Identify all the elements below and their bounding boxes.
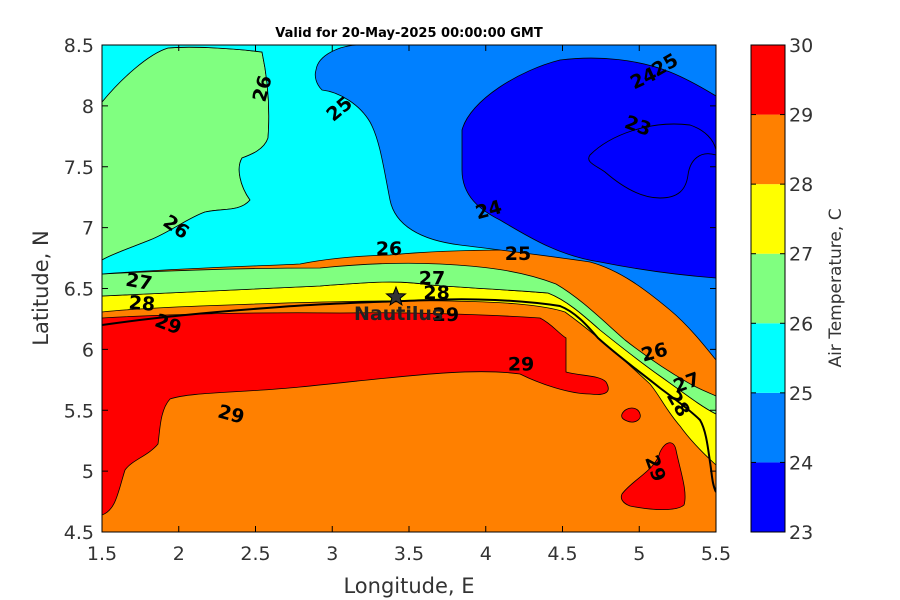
y-tick-label: 8	[82, 96, 94, 118]
chart-title: Valid for 20-May-2025 00:00:00 GMT	[275, 26, 543, 41]
x-tick-label: 2.5	[240, 543, 270, 565]
band-26-27	[102, 262, 716, 415]
contour-label: 28	[423, 282, 449, 304]
x-tick-label: 1.5	[87, 543, 117, 565]
y-tick-label: 7.5	[64, 157, 94, 179]
colorbar-tick-label: 26	[789, 313, 813, 335]
x-axis-label: Longitude, E	[343, 574, 474, 598]
station-labels: Nautilus	[354, 303, 443, 325]
contour-label: 25	[505, 243, 531, 265]
colorbar-level-28	[751, 114, 785, 185]
band-29-30-patch	[620, 442, 686, 511]
band-23-24	[461, 57, 716, 279]
colorbar-tick-label: 29	[789, 105, 813, 127]
contour-label: 28	[128, 292, 156, 316]
contour-label: 27	[419, 267, 445, 289]
colorbar-level-27	[751, 184, 785, 254]
coastline	[102, 298, 716, 493]
colorbar-label: Air Temperature, C	[826, 208, 846, 367]
contour-label: 27	[124, 269, 154, 295]
x-tick-label: 5.5	[701, 543, 731, 565]
station-label: Nautilus	[354, 303, 443, 325]
x-tick-label: 4.5	[547, 543, 577, 565]
y-tick-label: 5.5	[64, 400, 94, 422]
colorbar: 23 24 25 26 27 28 29 30	[750, 35, 813, 544]
nautilus-station-marker	[385, 285, 407, 307]
colorbar-level-25	[751, 323, 785, 393]
y-tick-label: 5	[82, 461, 94, 483]
colorbar-tick-label: 28	[789, 174, 813, 196]
colorbar-level-26	[751, 253, 785, 324]
x-tick-label: 5	[633, 543, 645, 565]
y-tick-label: 8.5	[64, 35, 94, 57]
y-tick-label: 6.5	[64, 279, 94, 301]
contour-23	[588, 123, 716, 199]
contour-label: 26	[376, 238, 402, 260]
y-axis: 4.5 5 5.5 6 6.5 7 7.5 8 8.5	[64, 35, 716, 544]
band-29-30	[102, 312, 609, 516]
colorbar-tick-label: 24	[789, 452, 813, 474]
colorbar-border	[750, 44, 786, 533]
x-tick-label: 3	[326, 543, 338, 565]
colorbar-tick-label: 30	[789, 35, 813, 57]
y-tick-label: 6	[82, 339, 94, 361]
y-tick-label: 4.5	[64, 522, 94, 544]
plot-area	[102, 45, 716, 532]
colorbar-level-23	[751, 462, 785, 532]
x-tick-label: 2	[173, 543, 185, 565]
contour-label: 29	[433, 304, 459, 326]
x-tick-label: 3.5	[394, 543, 424, 565]
colorbar-level-24	[751, 392, 785, 463]
colorbar-tick-label: 25	[789, 383, 813, 405]
y-axis-label: Latitude, N	[29, 230, 53, 346]
contour-label: 29	[508, 354, 534, 376]
x-tick-label: 4	[480, 543, 492, 565]
y-tick-label: 7	[82, 218, 94, 240]
colorbar-tick-label: 27	[789, 244, 813, 266]
colorbar-tick-label: 23	[789, 522, 813, 544]
band-29-30-patch	[621, 407, 641, 423]
colorbar-level-29	[751, 45, 785, 115]
x-axis: 1.5 2 2.5 3 3.5 4 4.5 5 5.5	[87, 45, 731, 565]
